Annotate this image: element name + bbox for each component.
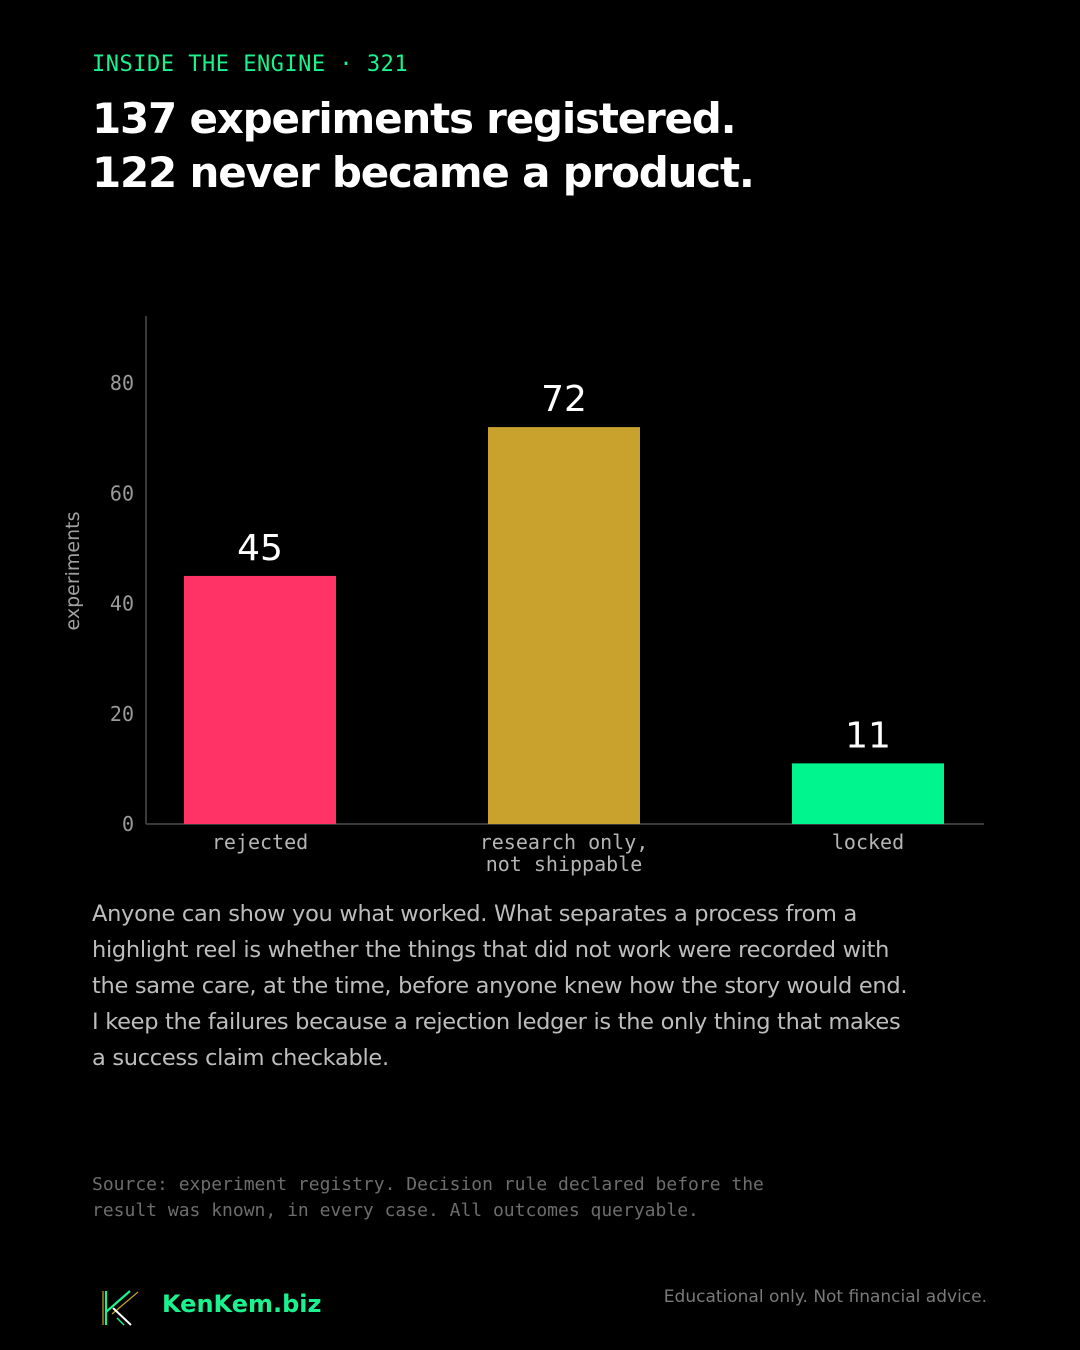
- x-tick-label: rejected: [212, 830, 308, 854]
- bar: [488, 427, 640, 824]
- data-labels: 45 72 11: [237, 379, 891, 756]
- kicker-label: INSIDE THE ENGINE · 321: [92, 52, 409, 77]
- data-label: 11: [845, 715, 891, 756]
- x-tick-label-line: not shippable: [486, 852, 643, 876]
- y-tick-labels: 0 20 40 60 80: [110, 371, 134, 836]
- y-tick-label: 0: [122, 812, 134, 836]
- bar: [792, 763, 944, 824]
- y-tick-label: 20: [110, 702, 134, 726]
- x-tick-labels: rejected research only, not shippable locke…: [212, 830, 904, 876]
- data-label: 72: [541, 379, 587, 420]
- x-tick-label-line: locked: [832, 830, 904, 854]
- disclaimer: Educational only. Not financial advice.: [663, 1287, 987, 1307]
- bar: [184, 575, 336, 824]
- headline-line-2: 122 never became a product.: [92, 148, 755, 197]
- brand-link[interactable]: KenKem.biz: [162, 1290, 322, 1318]
- kenkem-k-logo-icon: [102, 1290, 139, 1326]
- x-tick-label: locked: [832, 830, 904, 854]
- bars: [184, 427, 944, 824]
- x-tick-label: research only, not shippable: [480, 830, 649, 876]
- headline: 137 experiments registered. 122 never be…: [92, 92, 992, 200]
- data-label: 45: [237, 528, 283, 569]
- y-tick-label: 80: [110, 371, 134, 395]
- source-line-1: Source: experiment registry. Decision ru…: [92, 1174, 764, 1195]
- y-axis-label: experiments: [62, 511, 84, 630]
- headline-line-1: 137 experiments registered.: [92, 94, 737, 143]
- source-note: Source: experiment registry. Decision ru…: [92, 1172, 992, 1224]
- x-tick-label-line: research only,: [480, 830, 649, 854]
- bar-chart: experiments 0 20 40 60 80 45 72 11 rejected res…: [62, 316, 984, 876]
- y-tick-label: 40: [110, 592, 134, 616]
- body-paragraph: Anyone can show you what worked. What se…: [92, 901, 908, 1071]
- source-line-2: result was known, in every case. All out…: [92, 1200, 699, 1221]
- x-tick-label-line: rejected: [212, 830, 308, 854]
- y-tick-label: 60: [110, 481, 134, 505]
